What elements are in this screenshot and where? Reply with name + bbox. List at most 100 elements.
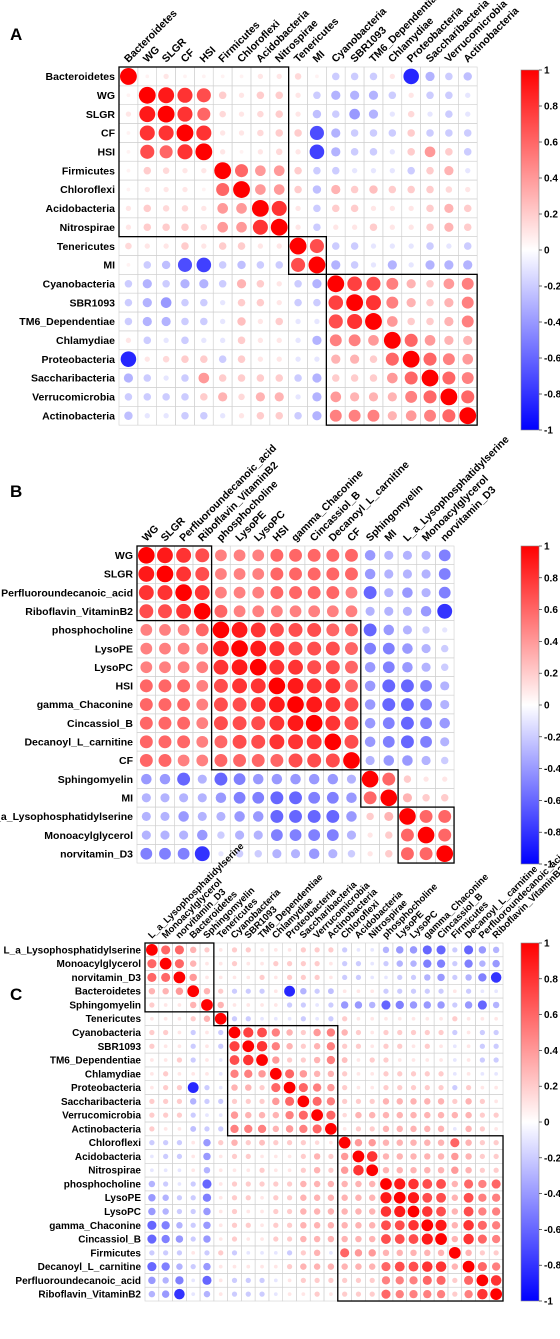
correlation-dot-15-1 bbox=[144, 356, 150, 362]
correlation-dot-5-11 bbox=[300, 1016, 306, 1022]
correlation-dot-20-5 bbox=[218, 1223, 223, 1228]
correlation-dot-6-13 bbox=[382, 661, 395, 674]
correlation-dot-11-13 bbox=[383, 755, 395, 766]
row-label: Cyanobacteria bbox=[72, 1028, 141, 1039]
correlation-dot-0-8 bbox=[276, 73, 282, 80]
correlation-dot-11-18 bbox=[396, 1098, 403, 1105]
correlation-dot-7-15 bbox=[408, 205, 414, 212]
correlation-dot-11-2 bbox=[162, 280, 170, 288]
correlation-dot-20-19 bbox=[408, 1220, 419, 1231]
correlation-dot-7-10 bbox=[325, 678, 341, 694]
correlation-dot-0-13 bbox=[384, 550, 394, 560]
correlation-dot-14-1 bbox=[163, 1140, 169, 1146]
row-label: SLGR bbox=[104, 569, 134, 581]
correlation-dot-16-4 bbox=[203, 1166, 211, 1174]
correlation-dot-0-1 bbox=[145, 74, 150, 79]
correlation-dot-7-18 bbox=[463, 204, 472, 213]
correlation-dot-2-0 bbox=[125, 111, 132, 117]
correlation-dot-24-7 bbox=[245, 1277, 251, 1283]
correlation-dot-7-16 bbox=[426, 204, 434, 213]
correlation-dot-6-13 bbox=[326, 1028, 336, 1037]
correlation-dot-4-24 bbox=[477, 1000, 487, 1010]
correlation-dot-24-1 bbox=[162, 1277, 169, 1284]
correlation-dot-10-16 bbox=[370, 1085, 375, 1090]
colorbar-tick-label: 0.4 bbox=[544, 637, 558, 648]
correlation-dot-15-11 bbox=[300, 1153, 306, 1160]
colorbar-tick-label: 0.4 bbox=[544, 1046, 558, 1057]
correlation-dot-14-7 bbox=[257, 337, 264, 343]
correlation-dot-22-0 bbox=[149, 1250, 155, 1256]
correlation-dot-20-8 bbox=[260, 1223, 264, 1228]
correlation-dot-20-22 bbox=[451, 1222, 459, 1229]
correlation-dot-18-14 bbox=[341, 1194, 348, 1201]
correlation-dot-9-11 bbox=[299, 1070, 308, 1078]
correlation-dot-11-11 bbox=[343, 752, 360, 769]
correlation-dot-9-9 bbox=[269, 1067, 282, 1080]
correlation-dot-12-16 bbox=[426, 298, 434, 307]
correlation-dot-10-7 bbox=[245, 1084, 252, 1091]
correlation-dot-9-23 bbox=[466, 1071, 471, 1076]
correlation-dot-1-25 bbox=[492, 959, 500, 968]
row-label: WG bbox=[97, 90, 115, 102]
correlation-dot-10-15 bbox=[420, 735, 432, 748]
correlation-dot-9-7 bbox=[257, 243, 264, 249]
correlation-dot-4-10 bbox=[326, 623, 340, 637]
correlation-dot-21-23 bbox=[463, 1233, 474, 1245]
correlation-dot-7-2 bbox=[162, 205, 170, 212]
correlation-dots bbox=[138, 547, 454, 863]
correlation-dot-13-16 bbox=[369, 1126, 375, 1132]
correlation-dot-23-19 bbox=[408, 1261, 419, 1272]
correlation-dot-12-2 bbox=[160, 297, 172, 308]
correlation-dot-0-0 bbox=[138, 547, 155, 564]
correlation-dot-23-17 bbox=[381, 1262, 391, 1272]
correlation-dot-23-14 bbox=[341, 1263, 348, 1270]
correlation-dot-0-13 bbox=[369, 72, 378, 81]
correlation-dot-16-14 bbox=[386, 372, 398, 384]
correlation-dot-14-16 bbox=[424, 334, 436, 346]
correlation-dot-8-19 bbox=[411, 1058, 416, 1062]
correlation-dot-17-2 bbox=[177, 1182, 182, 1186]
correlation-dot-15-6 bbox=[231, 1153, 238, 1160]
correlation-dot-13-10 bbox=[326, 791, 339, 804]
correlation-dot-0-15 bbox=[356, 948, 361, 952]
correlation-dot-4-13 bbox=[369, 148, 378, 156]
correlation-dot-1-10 bbox=[313, 91, 321, 100]
correlation-dot-10-14 bbox=[387, 260, 397, 270]
correlation-dot-7-15 bbox=[420, 679, 432, 692]
correlation-dot-13-12 bbox=[312, 1124, 322, 1134]
correlation-dot-9-25 bbox=[494, 1071, 498, 1076]
correlation-dot-8-16 bbox=[440, 699, 450, 710]
correlation-dot-3-10 bbox=[326, 605, 339, 618]
correlation-dot-10-3 bbox=[196, 735, 209, 748]
correlation-dot-3-15 bbox=[407, 129, 415, 137]
correlation-dot-13-0 bbox=[149, 1126, 155, 1132]
correlation-dot-6-13 bbox=[369, 185, 378, 194]
correlation-dot-0-18 bbox=[463, 72, 472, 81]
row-label: Nitrospirae bbox=[60, 222, 116, 234]
correlation-dot-19-24 bbox=[478, 1207, 487, 1216]
correlation-dot-16-18 bbox=[396, 1166, 403, 1174]
correlation-dot-12-11 bbox=[298, 1110, 308, 1120]
colorbar-tick-label: -0.4 bbox=[544, 318, 560, 329]
correlation-dot-22-3 bbox=[191, 1250, 196, 1255]
correlation-dot-0-3 bbox=[195, 548, 210, 563]
correlation-dot-0-16 bbox=[370, 948, 375, 952]
correlation-dot-11-7 bbox=[245, 1098, 251, 1104]
correlation-dot-11-3 bbox=[180, 279, 190, 289]
correlation-dot-17-16 bbox=[368, 1180, 376, 1188]
correlation-dot-14-16 bbox=[438, 809, 452, 823]
correlation-dot-2-2 bbox=[157, 105, 175, 123]
colorbar-tick-label: 1 bbox=[544, 542, 550, 553]
correlation-dot-8-10 bbox=[286, 1057, 293, 1063]
colorbar-tick-label: -1 bbox=[544, 1297, 553, 1308]
correlation-dot-6-3 bbox=[196, 661, 209, 674]
correlation-dot-0-4 bbox=[204, 947, 210, 953]
correlation-dot-0-15 bbox=[403, 68, 419, 85]
correlation-dot-6-2 bbox=[163, 186, 169, 193]
correlation-dot-1-10 bbox=[326, 567, 340, 581]
correlation-dot-5-19 bbox=[411, 1016, 416, 1021]
correlation-dot-14-10 bbox=[286, 1140, 293, 1146]
correlation-dot-13-20 bbox=[424, 1125, 431, 1133]
colorbar bbox=[520, 69, 540, 431]
correlation-dot-15-14 bbox=[385, 352, 399, 366]
